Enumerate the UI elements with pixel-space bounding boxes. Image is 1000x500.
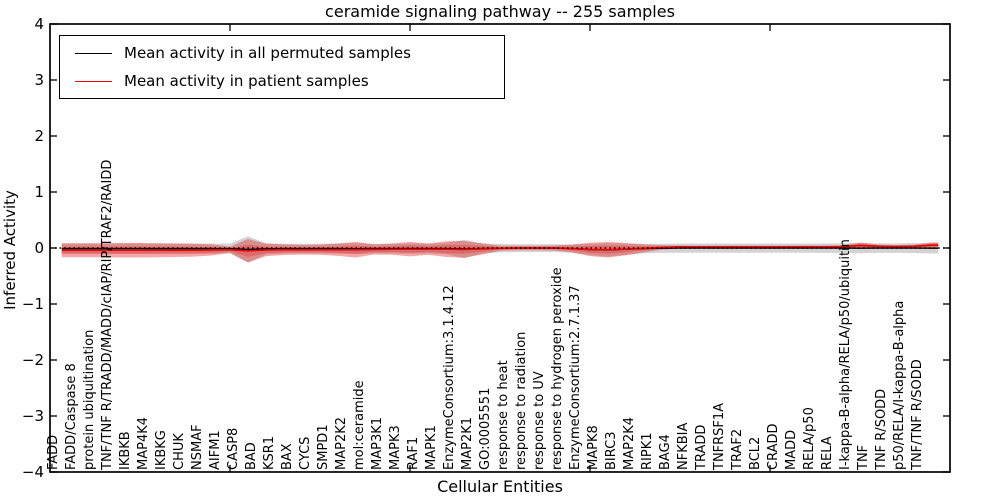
x-entity-label: RELA/p50	[801, 407, 817, 470]
x-entity-label: CYCS	[297, 436, 313, 470]
chart-title: ceramide signaling pathway -- 255 sample…	[325, 2, 675, 21]
x-entity-label: TNFRSF1A	[711, 402, 727, 470]
x-entity-label: SMPD1	[315, 424, 331, 470]
x-entity-label: IKBKG	[153, 430, 169, 470]
x-entity-label: MAP2K1	[459, 416, 475, 470]
y-tick-label: −4	[21, 463, 44, 481]
x-entity-label: TNF R/SODD	[873, 388, 889, 470]
x-entity-label: response to radiation	[513, 331, 529, 470]
x-entity-label: NFKBIA	[675, 422, 691, 470]
x-entity-label: NSMAF	[189, 424, 205, 470]
x-entity-label: BAG4	[657, 434, 673, 470]
x-entity-label: MAP4K4	[135, 416, 151, 470]
x-entity-label: TNF/TNF R/TRADD/MADD/cIAP/RIP/TRAF2/RAID…	[99, 159, 115, 470]
y-tick-label: −2	[21, 351, 44, 369]
x-entity-label: RAF1	[405, 436, 421, 470]
permuted-mean-line-swatch	[75, 52, 112, 54]
y-tick-label: −1	[21, 295, 44, 313]
patient-mean-line-swatch	[75, 80, 112, 82]
y-tick-label: 3	[34, 71, 44, 89]
x-entity-label: KSR1	[261, 435, 277, 470]
x-entity-label: BAX	[279, 443, 295, 470]
y-tick-label: −3	[21, 407, 44, 425]
y-tick-label: 2	[34, 127, 44, 145]
x-entity-label: mol:ceramide	[351, 380, 367, 470]
x-entity-label: MAP2K4	[621, 416, 637, 470]
x-entity-label: MAPK3	[387, 425, 403, 470]
x-entity-label: CRADD	[765, 423, 781, 471]
x-entity-label: EnzymeConsortium:3.1.4.12	[441, 285, 457, 470]
legend-entry-permuted: Mean activity in all permuted samples	[60, 39, 411, 67]
x-entity-label: MAPK1	[423, 425, 439, 470]
y-tick-label: 0	[34, 239, 44, 257]
x-entity-label: BIRC3	[603, 431, 619, 471]
x-entity-label: TNF/TNF R/SODD	[909, 359, 925, 470]
legend-label: Mean activity in patient samples	[124, 72, 369, 90]
x-entity-label: TRAF2	[729, 428, 745, 470]
x-entity-label: CASP8	[225, 427, 241, 470]
x-entity-label: AIFM1	[207, 430, 223, 470]
y-tick-label: 1	[34, 183, 44, 201]
x-entity-label: FADD	[45, 434, 61, 470]
x-entity-label: MAP3K1	[369, 416, 385, 470]
x-entity-label: response to UV	[531, 371, 547, 470]
legend-entry-patient: Mean activity in patient samples	[60, 67, 369, 95]
x-entity-label: p50/RELA/I-kappa-B-alpha	[891, 300, 907, 470]
x-entity-label: I-kappa-B-alpha/RELA/p50/ubiquitin	[837, 239, 853, 470]
x-entity-label: BCL2	[747, 436, 763, 470]
x-entity-label: response to hydrogen peroxide	[549, 267, 565, 470]
x-entity-label: EnzymeConsortium:2.7.1.37	[567, 285, 583, 470]
x-entity-label: IKBKB	[117, 431, 133, 470]
x-entity-label: BAD	[243, 442, 259, 470]
x-entity-label: TNF	[855, 444, 871, 470]
x-entity-label: MAP2K2	[333, 416, 349, 470]
x-entity-label: RIPK1	[639, 432, 655, 470]
x-entity-label: protein ubiquitination	[81, 329, 97, 470]
x-entity-label: MAPK8	[585, 425, 601, 470]
legend-box: Mean activity in all permuted samples Me…	[59, 35, 505, 99]
x-entity-label: TRADD	[693, 424, 709, 470]
x-entity-label: response to heat	[495, 360, 511, 470]
legend-label: Mean activity in all permuted samples	[124, 44, 411, 62]
x-entity-label: MADD	[783, 429, 799, 470]
x-entity-label: GO:0005551	[477, 387, 493, 470]
x-axis-label: Cellular Entities	[437, 477, 563, 496]
x-entity-label: CHUK	[171, 433, 187, 470]
y-tick-label: 4	[34, 15, 44, 33]
x-entity-label: FADD/Caspase 8	[63, 363, 79, 470]
x-entity-label: RELA	[819, 436, 835, 470]
